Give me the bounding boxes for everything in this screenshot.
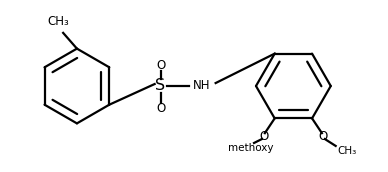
Text: O: O [318, 130, 327, 143]
Text: O: O [156, 102, 165, 115]
Text: CH₃: CH₃ [338, 146, 357, 156]
Text: O: O [156, 59, 165, 72]
Text: O: O [259, 130, 268, 143]
Text: CH₃: CH₃ [47, 15, 69, 28]
Text: NH: NH [193, 78, 211, 92]
Text: S: S [156, 78, 166, 94]
Text: methoxy: methoxy [228, 143, 274, 153]
